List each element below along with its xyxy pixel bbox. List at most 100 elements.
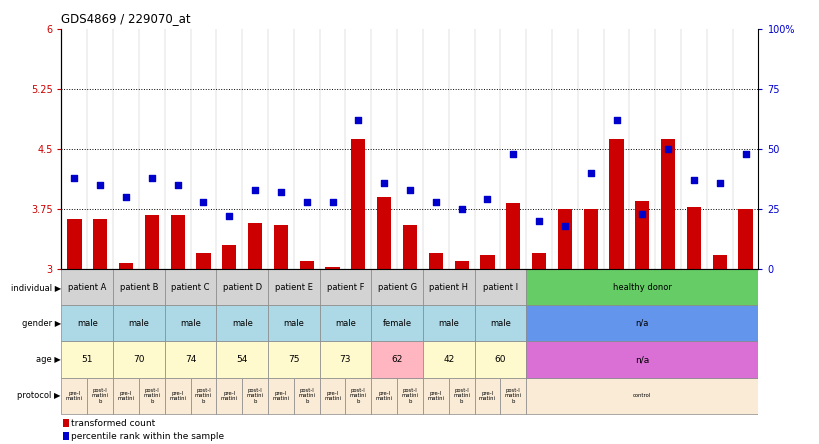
Bar — [423, 305, 474, 341]
Text: age ▶: age ▶ — [36, 355, 61, 364]
Bar — [113, 378, 138, 414]
Point — [68, 174, 81, 181]
Bar — [222, 245, 236, 269]
Text: post-I
matini
b: post-I matini b — [195, 388, 212, 404]
Text: patient B: patient B — [120, 282, 158, 292]
Bar — [738, 209, 752, 269]
Bar — [319, 269, 371, 305]
Point — [248, 186, 261, 193]
Bar — [165, 305, 216, 341]
Bar — [351, 139, 365, 269]
Bar — [423, 341, 474, 378]
Bar — [268, 305, 319, 341]
Bar — [63, 432, 69, 440]
Text: male: male — [437, 319, 459, 328]
Text: pre-I
matini: pre-I matini — [272, 391, 289, 401]
Bar — [526, 341, 758, 378]
Text: pre-I
matini: pre-I matini — [117, 391, 134, 401]
Point — [532, 218, 545, 225]
Text: post-I
matini
b: post-I matini b — [298, 388, 314, 404]
Text: healthy donor: healthy donor — [612, 282, 671, 292]
Text: male: male — [283, 319, 304, 328]
Text: patient I: patient I — [482, 282, 518, 292]
Point — [609, 116, 622, 123]
Text: 62: 62 — [391, 355, 402, 364]
Bar — [67, 219, 81, 269]
Text: post-I
matini
b: post-I matini b — [247, 388, 263, 404]
Text: post-I
matini
b: post-I matini b — [505, 388, 521, 404]
Text: male: male — [232, 319, 252, 328]
Bar — [165, 341, 216, 378]
Point — [713, 179, 726, 186]
Text: n/a: n/a — [635, 355, 649, 364]
Bar — [119, 262, 133, 269]
Bar — [113, 269, 165, 305]
Bar — [423, 269, 474, 305]
Bar — [423, 378, 448, 414]
Bar — [145, 214, 159, 269]
Bar — [635, 201, 649, 269]
Bar — [474, 269, 526, 305]
Point — [300, 198, 313, 205]
Bar — [371, 341, 423, 378]
Text: post-I
matini
b: post-I matini b — [350, 388, 366, 404]
Bar — [526, 305, 758, 341]
Bar — [583, 209, 597, 269]
Bar — [505, 203, 520, 269]
Point — [120, 193, 133, 200]
Text: patient F: patient F — [326, 282, 364, 292]
Text: patient G: patient G — [377, 282, 416, 292]
Text: 75: 75 — [287, 355, 299, 364]
Bar — [474, 378, 500, 414]
Text: pre-I
matini: pre-I matini — [478, 391, 495, 401]
Bar — [371, 305, 423, 341]
Text: post-I
matini
b: post-I matini b — [401, 388, 418, 404]
Bar — [268, 341, 319, 378]
Bar — [113, 305, 165, 341]
Bar — [454, 261, 468, 269]
Point — [145, 174, 158, 181]
Point — [480, 196, 493, 203]
Text: 73: 73 — [339, 355, 351, 364]
Bar — [325, 267, 339, 269]
Text: pre-I
matini: pre-I matini — [324, 391, 341, 401]
Point — [171, 181, 184, 188]
Bar — [242, 378, 268, 414]
Bar — [532, 253, 545, 269]
Text: patient E: patient E — [274, 282, 312, 292]
Bar — [293, 378, 319, 414]
Bar — [216, 305, 268, 341]
Bar — [377, 197, 391, 269]
Bar — [686, 206, 700, 269]
Text: protocol ▶: protocol ▶ — [17, 392, 61, 400]
Bar — [87, 378, 113, 414]
Text: 60: 60 — [494, 355, 505, 364]
Bar — [93, 219, 107, 269]
Bar — [274, 225, 287, 269]
Point — [506, 150, 519, 157]
Text: 74: 74 — [184, 355, 196, 364]
Bar — [216, 269, 268, 305]
Text: pre-I
matini: pre-I matini — [375, 391, 392, 401]
Text: post-I
matini
b: post-I matini b — [92, 388, 109, 404]
Text: post-I
matini
b: post-I matini b — [143, 388, 161, 404]
Text: pre-I
matini: pre-I matini — [66, 391, 83, 401]
Bar — [196, 253, 210, 269]
Text: n/a: n/a — [635, 319, 648, 328]
Text: patient C: patient C — [171, 282, 210, 292]
Bar — [216, 341, 268, 378]
Bar — [474, 341, 526, 378]
Bar — [500, 378, 526, 414]
Point — [428, 198, 441, 205]
Text: post-I
matini
b: post-I matini b — [453, 388, 469, 404]
Bar — [557, 209, 572, 269]
Point — [635, 210, 648, 217]
Text: male: male — [335, 319, 355, 328]
Point — [558, 222, 571, 229]
Text: gender ▶: gender ▶ — [22, 319, 61, 328]
Bar — [712, 254, 726, 269]
Bar — [268, 269, 319, 305]
Text: individual ▶: individual ▶ — [11, 282, 61, 292]
Text: male: male — [129, 319, 149, 328]
Bar — [526, 269, 758, 305]
